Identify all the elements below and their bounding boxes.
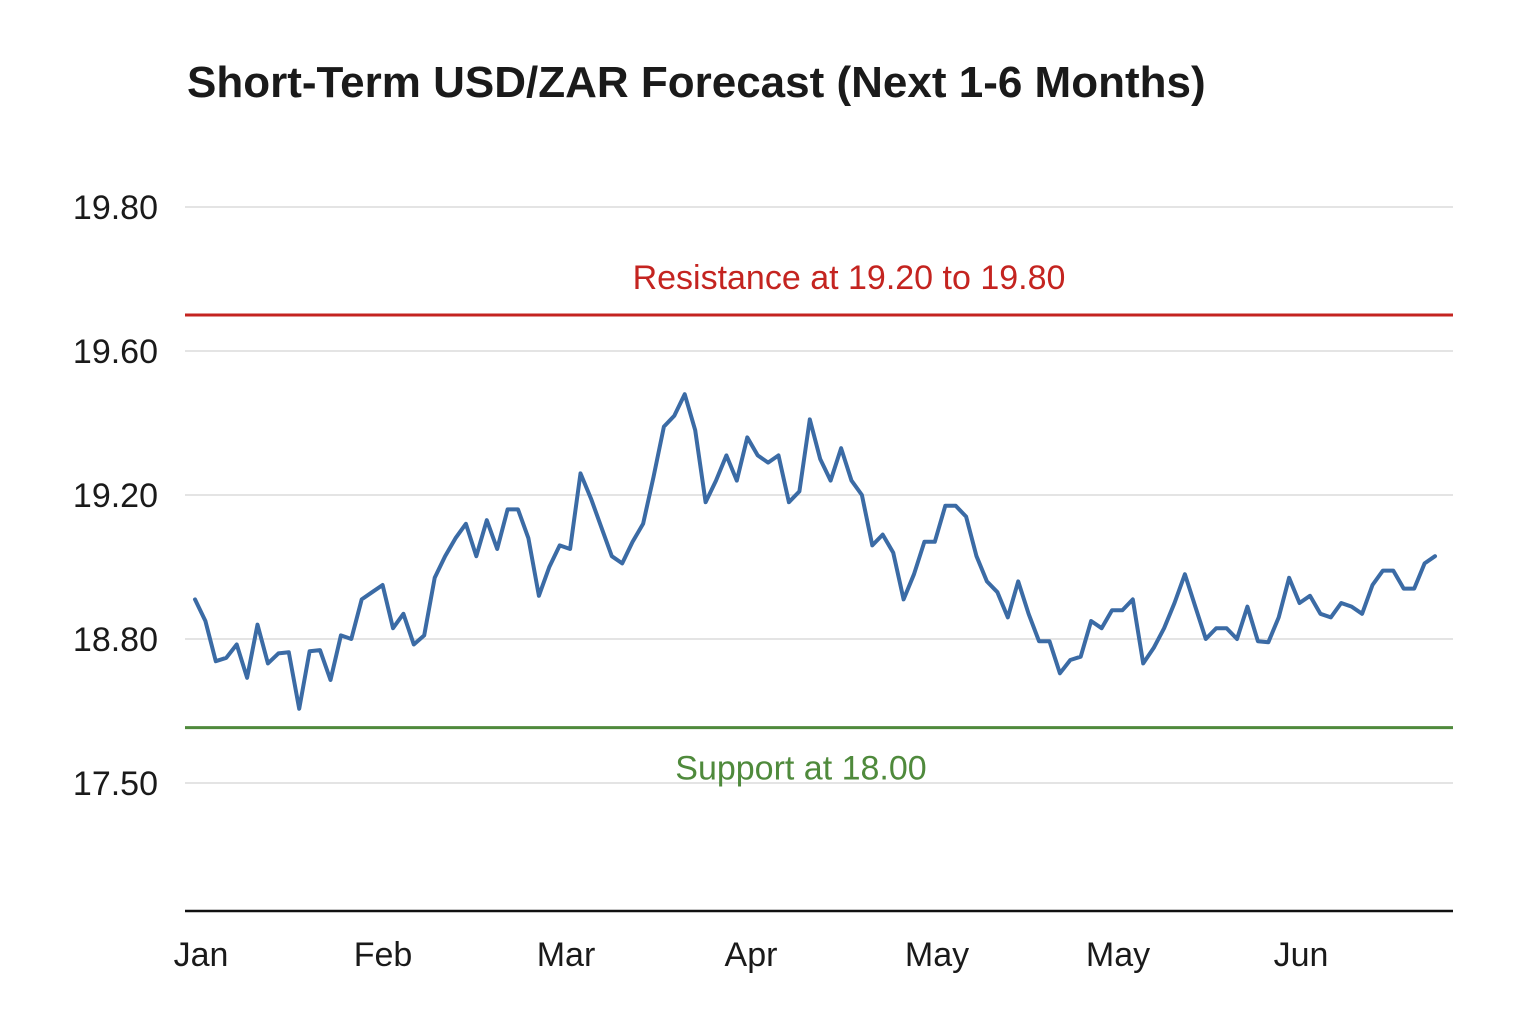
x-tick-label: Feb <box>354 936 413 974</box>
reference-lines: Resistance at 19.20 to 19.80 Support at 1… <box>185 259 1453 788</box>
y-tick-label: 19.60 <box>73 333 158 371</box>
support-label: Support at 18.00 <box>675 750 926 788</box>
resistance-label: Resistance at 19.20 to 19.80 <box>633 259 1066 297</box>
chart-title: Short-Term USD/ZAR Forecast (Next 1-6 Mo… <box>187 58 1206 107</box>
series-line <box>193 392 1437 711</box>
y-tick-label: 19.20 <box>73 477 158 515</box>
y-tick-label: 18.80 <box>73 621 158 659</box>
x-tick-label: Apr <box>725 936 778 974</box>
x-tick-label: Jun <box>1274 936 1329 974</box>
x-axis-tick-labels: Jan Feb Mar Apr May May Jun <box>174 936 1329 974</box>
y-tick-label: 19.80 <box>73 189 158 227</box>
x-tick-label: May <box>905 936 969 974</box>
y-tick-label: 17.50 <box>73 765 158 803</box>
series-group <box>193 392 1437 711</box>
x-tick-label: Mar <box>537 936 596 974</box>
x-tick-label: Jan <box>174 936 229 974</box>
y-axis-tick-labels: 19.80 19.60 19.20 18.80 17.50 <box>73 189 158 803</box>
x-tick-label: May <box>1086 936 1150 974</box>
gridlines <box>185 206 1453 784</box>
